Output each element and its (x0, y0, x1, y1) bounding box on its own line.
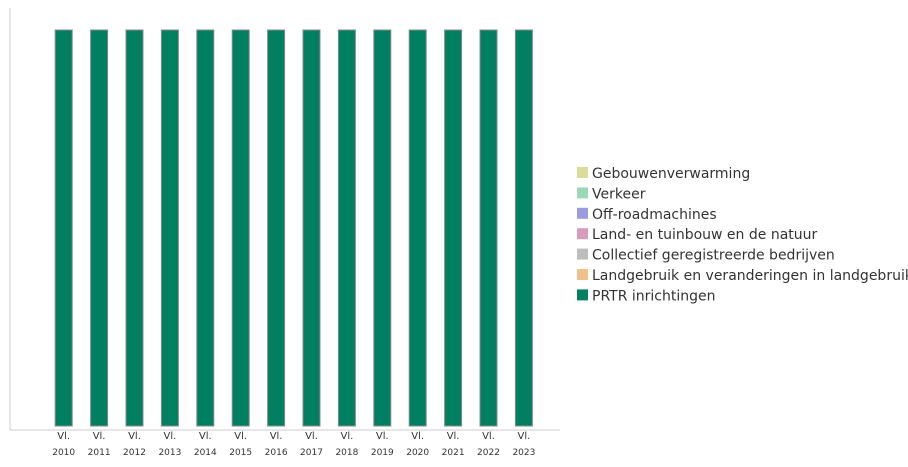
legend-swatch (577, 248, 588, 260)
x-tick-label: Vl. 2013 (158, 431, 181, 458)
legend-swatch (577, 187, 588, 199)
x-tick-label: Vl. 2020 (406, 431, 429, 458)
x-tick-label: Vl. 2015 (229, 431, 252, 458)
bar-segment (267, 29, 286, 427)
x-tick-label: Vl. 2011 (88, 431, 111, 458)
x-tick-label: Vl. 2019 (371, 431, 394, 458)
bar-segment (231, 29, 250, 427)
x-tick-label: Vl. 2014 (194, 431, 217, 458)
x-tick-label: Vl. 2016 (265, 431, 288, 458)
legend-label: Verkeer (592, 186, 646, 202)
legend-label: Land- en tuinbouw en de natuur (592, 227, 818, 243)
legend-swatch (577, 228, 588, 240)
legend-swatch (577, 289, 588, 301)
legend-label: Landgebruik en veranderingen in landgebr… (592, 268, 908, 284)
bar-segment (160, 29, 179, 427)
x-tick-label: Vl. 2018 (335, 431, 358, 458)
bar-segment (196, 29, 215, 427)
legend-label: Off-roadmachines (592, 207, 717, 223)
legend-swatch (577, 207, 588, 219)
x-tick-label: Vl. 2022 (477, 431, 500, 458)
x-tick-label: Vl. 2010 (52, 431, 75, 458)
x-tick-label: Vl. 2021 (442, 431, 465, 458)
bar-segment (444, 29, 463, 427)
bar-segment (337, 29, 356, 427)
bar-segment (408, 29, 427, 427)
x-tick-label: Vl. 2012 (123, 431, 146, 458)
x-tick-label: Vl. 2017 (300, 431, 323, 458)
legend-label: Collectief geregistreerde bedrijven (592, 248, 835, 264)
x-tick-label: Vl. 2023 (512, 431, 535, 458)
bar-segment (90, 29, 109, 427)
legend-label: Gebouwenverwarming (592, 166, 750, 182)
bar-segment (514, 29, 533, 427)
bar-segment (479, 29, 498, 427)
legend-label: PRTR inrichtingen (592, 288, 715, 304)
legend-swatch (577, 269, 588, 280)
bar-segment (302, 29, 321, 427)
bar-segment (54, 29, 73, 427)
bar-segment (125, 29, 144, 427)
bar-segment (373, 29, 392, 427)
legend-swatch (577, 167, 588, 178)
